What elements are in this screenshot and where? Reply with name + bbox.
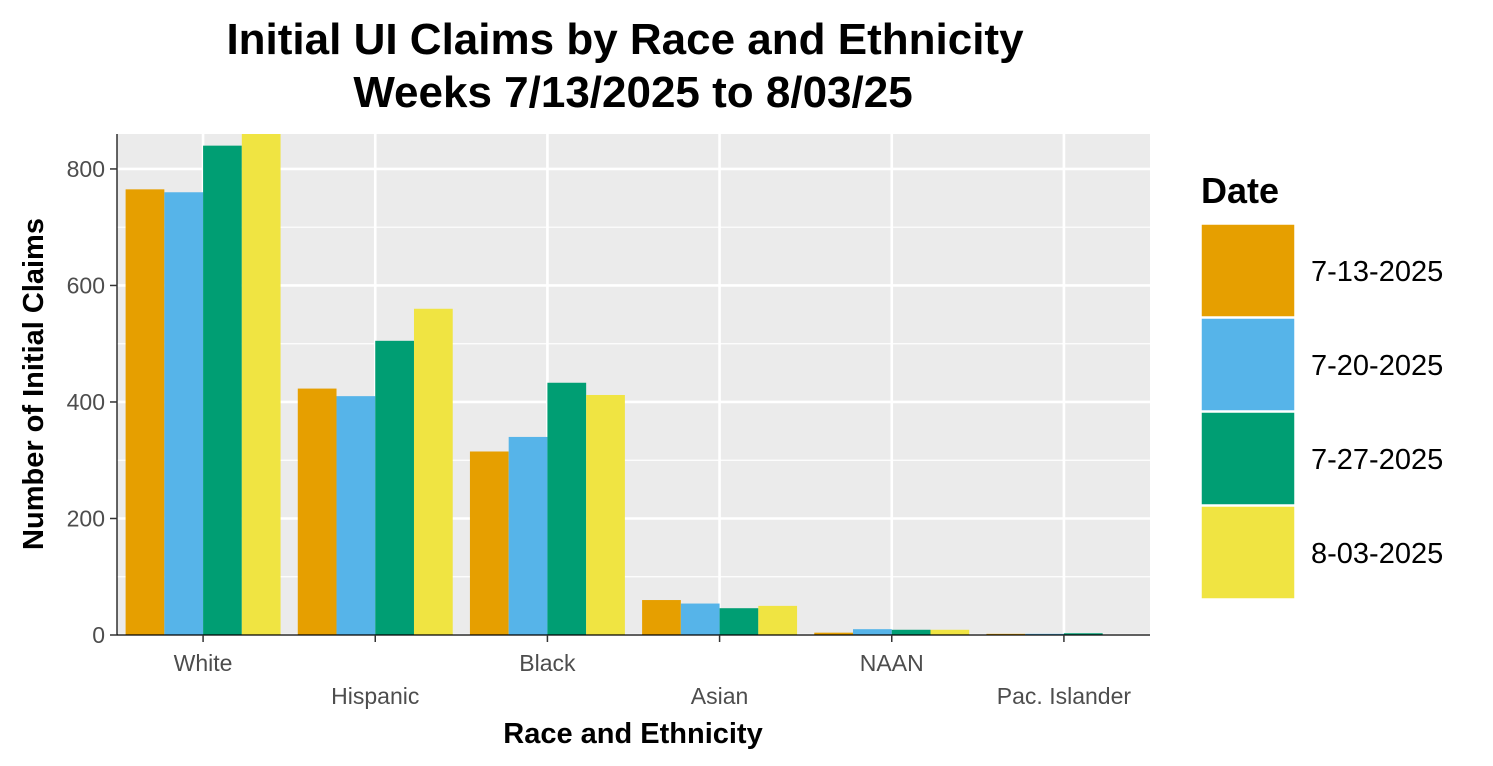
bar-black-7-13-2025 [469,451,509,635]
bar-hispanic-7-20-2025 [336,396,376,635]
legend-label: 7-13-2025 [1311,256,1443,288]
bar-black-7-27-2025 [547,382,587,635]
x-tick-label: Black [519,650,576,676]
bar-hispanic-8-03-2025 [413,308,453,635]
legend-label: 7-27-2025 [1311,444,1443,476]
bar-white-7-27-2025 [203,145,242,635]
legend-key [1200,505,1296,600]
bar-asian-7-20-2025 [680,603,720,635]
bar-hispanic-7-13-2025 [297,388,337,635]
legend: 7-13-2025 7-20-2025 7-27-2025 8-03-2025 [1200,223,1443,600]
plot-panel [117,134,1150,635]
legend-key [1200,317,1296,412]
bar-pac-islander-7-27-2025 [1063,633,1103,635]
bar-hispanic-7-27-2025 [375,340,414,635]
bar-naan-7-20-2025 [853,629,892,635]
x-tick-label: Pac. Islander [997,683,1132,709]
bar-white-7-20-2025 [164,192,204,636]
y-tick-label: 400 [67,389,105,415]
x-tick-label: NAAN [860,650,924,676]
bar-black-7-20-2025 [508,436,548,635]
bar-white-8-03-2025 [241,134,281,635]
y-tick-label: 200 [67,505,105,531]
bar-white-7-13-2025 [125,189,165,635]
x-tick-label: White [174,650,233,676]
bars [125,134,1103,636]
bar-asian-7-27-2025 [719,608,759,635]
legend-label: 7-20-2025 [1311,350,1443,382]
x-axis-title: Race and Ethnicity [503,718,762,750]
chart-title-line-1: Initial UI Claims by Race and Ethnicity [226,15,1024,64]
legend-label: 8-03-2025 [1311,538,1443,570]
x-tick-label: Hispanic [331,683,419,709]
chart-title-line-2: Weeks 7/13/2025 to 8/03/25 [353,68,912,117]
bar-naan-8-03-2025 [930,629,970,635]
bar-asian-7-13-2025 [642,600,681,635]
y-tick-label: 800 [67,156,105,182]
legend-key [1200,411,1296,506]
legend-title: Date [1201,170,1279,211]
y-tick-label: 0 [92,622,105,648]
legend-key [1200,223,1296,318]
bar-naan-7-13-2025 [814,632,854,635]
x-tick-label: Asian [691,683,749,709]
y-tick-label: 600 [67,272,105,298]
bar-asian-8-03-2025 [758,605,798,635]
axes: 0 200 400 600 800 White Hispanic Black Asian NAAN… [67,134,1150,709]
bar-naan-7-27-2025 [891,629,931,635]
y-axis-title: Number of Initial Claims [18,218,50,550]
bar-black-8-03-2025 [586,394,625,635]
